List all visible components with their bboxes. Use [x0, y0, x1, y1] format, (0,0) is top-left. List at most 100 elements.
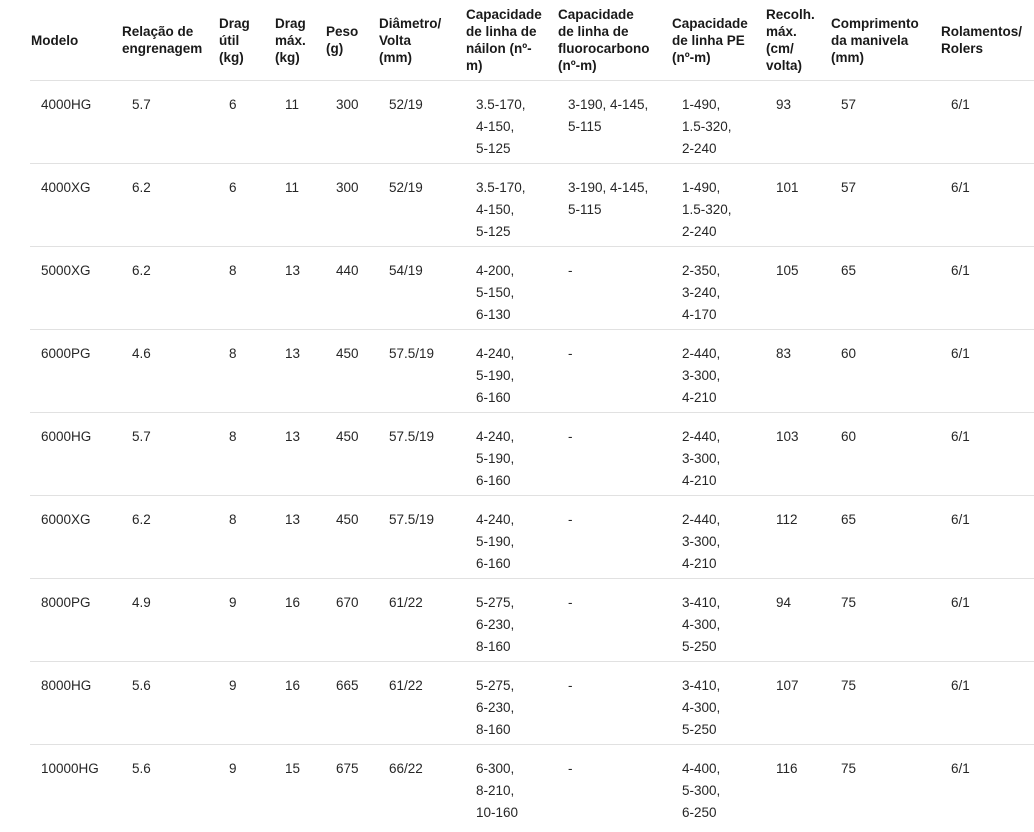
- column-header-fluorocarbon-line-capacity: Capacidade de linha de fluorocarbono (nº…: [557, 0, 671, 81]
- cell-pe-line-capacity: 1-490, 1.5-320, 2-240: [671, 163, 765, 247]
- cell-fluorocarbon-line-capacity: -: [568, 761, 573, 776]
- cell-fluorocarbon-line-capacity: -: [557, 661, 671, 745]
- cell-max-retrieve: 105: [765, 246, 830, 330]
- cell-diameter-per-turn: 52/19: [378, 80, 465, 164]
- cell-handle-length: 57: [830, 80, 940, 164]
- cell-bearings: 6/1: [940, 329, 1034, 413]
- table-row-6000XG: 6000XG 6.2 8 13 450 57.5/19 4-240, 5-190, 6-16…: [30, 495, 1034, 579]
- cell-model: 6000HG: [30, 412, 121, 496]
- cell-pe-line-capacity: 4-400, 5-300, 6-250: [682, 761, 721, 820]
- table-row-4000HG: 4000HG 5.7 6 11 300 52/19 3.5-170, 4-150, 5-12…: [30, 80, 1034, 164]
- table-row-8000PG: 8000PG 4.9 9 16 670 61/22 5-275, 6-230, 8-160-…: [30, 578, 1034, 662]
- cell-model: 5000XG: [30, 246, 121, 330]
- cell-weight: 300: [325, 80, 378, 164]
- cell-gear-ratio: 6.2: [121, 163, 218, 247]
- cell-max-retrieve: 93: [765, 80, 830, 164]
- cell-diameter-per-turn: 57.5/19: [378, 329, 465, 413]
- cell-gear-ratio: 4.9: [121, 578, 218, 662]
- cell-pe-line-capacity: 3-410, 4-300, 5-250: [671, 578, 765, 662]
- cell-model: 10000HG: [41, 761, 99, 776]
- cell-bearings: 6/1: [940, 578, 1034, 662]
- column-header-drag-util: Drag útil (kg): [218, 0, 274, 81]
- cell-bearings: 6/1: [940, 495, 1034, 579]
- table-row-5000XG: 5000XG 6.2 8 13 440 54/19 4-200, 5-150, 6-130-…: [30, 246, 1034, 330]
- cell-bearings: 6/1: [940, 163, 1034, 247]
- cell-max-retrieve: 112: [765, 495, 830, 579]
- cell-pe-line-capacity: 3-410, 4-300, 5-250: [671, 661, 765, 745]
- cell-nylon-line-capacity: 4-240, 5-190, 6-160: [465, 495, 557, 579]
- cell-bearings: 6/1: [940, 80, 1034, 164]
- cell-handle-length: 75: [830, 661, 940, 745]
- column-header-handle-length: Comprimento da manivela (mm): [830, 0, 940, 81]
- cell-diameter-per-turn: 57.5/19: [378, 412, 465, 496]
- cell-drag-max: 11: [274, 80, 325, 164]
- cell-max-retrieve: 107: [765, 661, 830, 745]
- cell-drag-util: 9: [229, 761, 237, 776]
- cell-handle-length: 65: [830, 246, 940, 330]
- cell-drag-util: 8: [218, 246, 274, 330]
- cell-weight: 675: [336, 761, 359, 776]
- cell-max-retrieve: 103: [765, 412, 830, 496]
- table-row-4000XG: 4000XG 6.2 6 11 300 52/19 3.5-170, 4-150, 5-12…: [30, 163, 1034, 247]
- cell-gear-ratio: 5.7: [121, 412, 218, 496]
- cell-pe-line-capacity: 2-350, 3-240, 4-170: [671, 246, 765, 330]
- cell-weight: 665: [325, 661, 378, 745]
- cell-max-retrieve: 101: [765, 163, 830, 247]
- cell-weight: 450: [325, 329, 378, 413]
- table-header-row: Modelo Relação de engrenagem Drag útil (kg…: [30, 0, 1034, 81]
- cell-gear-ratio: 5.6: [121, 661, 218, 745]
- cell-gear-ratio: 5.7: [121, 80, 218, 164]
- cell-drag-util: 8: [218, 412, 274, 496]
- table-row-6000PG: 6000PG 4.6 8 13 450 57.5/19 4-240, 5-190, 6-16…: [30, 329, 1034, 413]
- cell-nylon-line-capacity: 4-240, 5-190, 6-160: [465, 412, 557, 496]
- cell-fluorocarbon-line-capacity: -: [557, 246, 671, 330]
- cell-nylon-line-capacity: 5-275, 6-230, 8-160: [465, 661, 557, 745]
- cell-max-retrieve: 83: [765, 329, 830, 413]
- cell-diameter-per-turn: 66/22: [389, 761, 423, 776]
- column-header-model: Modelo: [30, 0, 121, 81]
- column-header-gear-ratio: Relação de engrenagem: [121, 0, 218, 81]
- cell-drag-max: 13: [274, 329, 325, 413]
- column-header-pe-line-capacity: Capacidade de linha PE (nº-m): [671, 0, 765, 81]
- cell-bearings: 6/1: [940, 661, 1034, 745]
- cell-diameter-per-turn: 54/19: [378, 246, 465, 330]
- cell-pe-line-capacity: 2-440, 3-300, 4-210: [671, 412, 765, 496]
- cell-bearings: 6/1: [940, 246, 1034, 330]
- column-header-drag-max: Drag máx. (kg): [274, 0, 325, 81]
- table-row-10000HG: 10000HG 5.6 9 15 675 66/22 6-300, 8-210, 10-16…: [30, 745, 1034, 828]
- cell-handle-length: 60: [830, 412, 940, 496]
- cell-handle-length: 60: [830, 329, 940, 413]
- cell-fluorocarbon-line-capacity: 3-190, 4-145, 5-115: [557, 163, 671, 247]
- cell-nylon-line-capacity: 4-240, 5-190, 6-160: [465, 329, 557, 413]
- cell-model: 6000XG: [30, 495, 121, 579]
- cell-fluorocarbon-line-capacity: -: [557, 578, 671, 662]
- cell-drag-max: 11: [274, 163, 325, 247]
- cell-gear-ratio: 5.6: [132, 761, 151, 776]
- cell-drag-max: 13: [274, 495, 325, 579]
- cell-nylon-line-capacity: 4-200, 5-150, 6-130: [465, 246, 557, 330]
- cell-diameter-per-turn: 61/22: [378, 661, 465, 745]
- cell-model: 4000HG: [30, 80, 121, 164]
- cell-max-retrieve: 94: [765, 578, 830, 662]
- cell-fluorocarbon-line-capacity: 3-190, 4-145, 5-115: [557, 80, 671, 164]
- cell-diameter-per-turn: 61/22: [378, 578, 465, 662]
- cell-drag-max: 15: [285, 761, 301, 776]
- cell-pe-line-capacity: 2-440, 3-300, 4-210: [671, 329, 765, 413]
- cell-drag-util: 8: [218, 329, 274, 413]
- cell-gear-ratio: 6.2: [121, 495, 218, 579]
- cell-drag-max: 13: [274, 246, 325, 330]
- table-row-8000HG: 8000HG 5.6 9 16 665 61/22 5-275, 6-230, 8-160-…: [30, 661, 1034, 745]
- cell-diameter-per-turn: 57.5/19: [378, 495, 465, 579]
- cell-model: 4000XG: [30, 163, 121, 247]
- cell-fluorocarbon-line-capacity: -: [557, 329, 671, 413]
- cell-model: 8000HG: [30, 661, 121, 745]
- cell-drag-util: 6: [218, 80, 274, 164]
- cell-drag-max: 13: [274, 412, 325, 496]
- cell-weight: 450: [325, 495, 378, 579]
- cell-gear-ratio: 6.2: [121, 246, 218, 330]
- cell-weight: 670: [325, 578, 378, 662]
- column-header-diameter-per-turn: Diâmetro/ Volta (mm): [378, 0, 465, 81]
- cell-drag-util: 9: [218, 578, 274, 662]
- cell-drag-util: 8: [218, 495, 274, 579]
- cell-handle-length: 57: [830, 163, 940, 247]
